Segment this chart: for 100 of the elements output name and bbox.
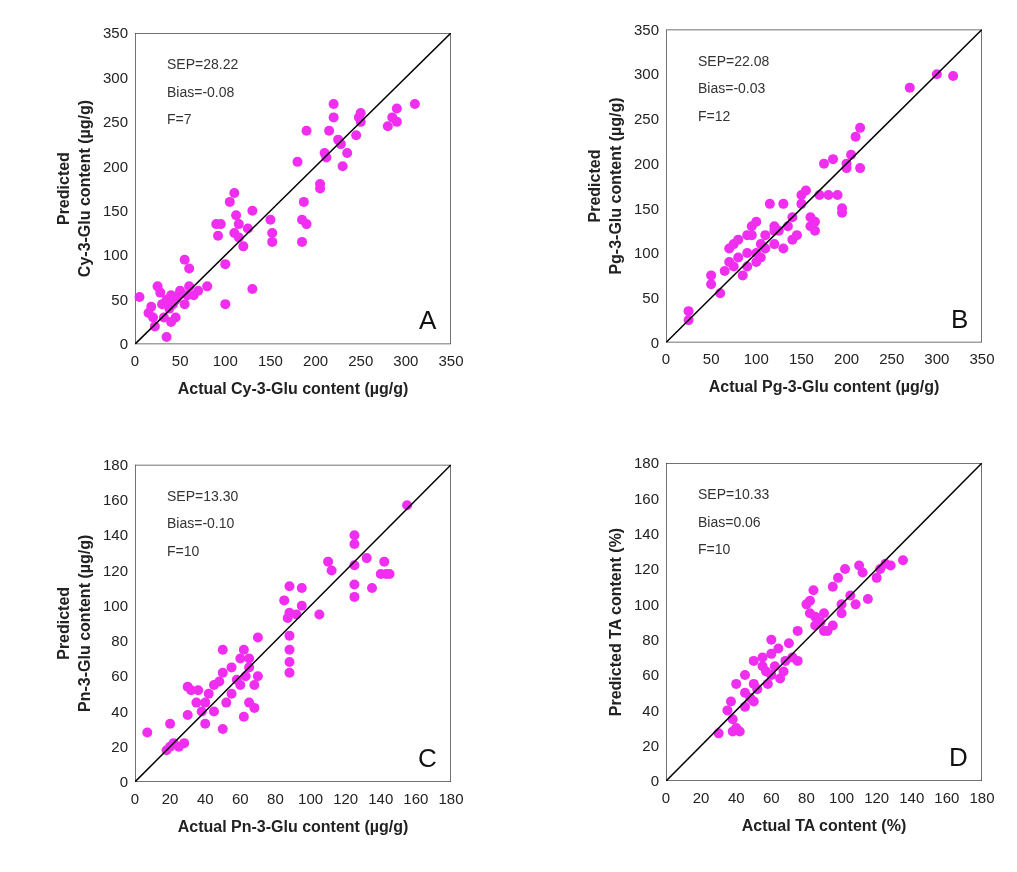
x-axis-title: Actual Cy-3-Glu content (µg/g) — [177, 379, 409, 397]
x-tick-label: 100 — [298, 789, 324, 807]
y-tick-label: 300 — [633, 65, 659, 83]
y-tick-label: 120 — [633, 560, 659, 578]
point — [766, 648, 777, 659]
x-tick-label: 40 — [196, 789, 214, 807]
annotation: F=12 — [698, 108, 731, 124]
point — [855, 163, 866, 174]
x-tick-label: 50 — [171, 352, 189, 370]
y-tick-label: 250 — [633, 110, 659, 128]
point — [778, 666, 789, 677]
y-tick-label: 120 — [102, 561, 128, 579]
point — [706, 279, 717, 290]
y-tick-label: 350 — [102, 24, 128, 42]
y-tick-label: 60 — [642, 666, 659, 684]
point — [742, 248, 753, 259]
point — [808, 585, 819, 596]
y-tick-label: 50 — [111, 290, 128, 308]
y-tick-label: 300 — [102, 68, 128, 86]
y-tick-label: 0 — [650, 333, 659, 351]
point — [854, 560, 865, 571]
point — [862, 594, 873, 605]
annotation: SEP=22.08 — [698, 53, 770, 69]
annotation: F=10 — [167, 543, 200, 559]
point — [836, 608, 847, 619]
annotation: B — [951, 304, 969, 334]
x-tick-label: 40 — [727, 789, 745, 807]
y-axis-title: Predicted TA content (%) — [606, 527, 624, 717]
annotation: D — [949, 742, 968, 772]
point — [850, 599, 861, 610]
y-tick-label: 180 — [633, 454, 659, 472]
x-tick-label: 180 — [969, 789, 995, 807]
x-axis-title: Actual Pg-3-Glu content (µg/g) — [708, 378, 940, 396]
x-tick-label: 350 — [438, 352, 464, 370]
point — [819, 158, 829, 169]
point — [823, 189, 834, 200]
x-tick-label: 120 — [333, 789, 359, 807]
point — [766, 634, 777, 645]
point — [748, 655, 759, 666]
point — [775, 673, 786, 684]
point — [719, 265, 730, 276]
y-tick-label: 80 — [642, 630, 659, 648]
point — [783, 638, 794, 649]
x-tick-label: 200 — [303, 352, 329, 370]
y-axis-title: Predicted Cy-3-Glu content (µg/g) — [55, 99, 93, 278]
point — [871, 572, 882, 583]
annotation: SEP=10.33 — [698, 486, 770, 502]
point — [827, 581, 838, 592]
y-tick-label: 140 — [102, 526, 128, 544]
x-tick-label: 120 — [864, 789, 890, 807]
x-tick-label: 50 — [702, 350, 720, 368]
point — [885, 560, 896, 571]
point — [728, 261, 739, 272]
point — [832, 189, 843, 200]
x-tick-label: 250 — [879, 350, 905, 368]
point — [764, 198, 775, 209]
x-axis-title: Actual TA content (%) — [741, 816, 907, 834]
x-tick-label: 80 — [798, 789, 815, 807]
x-tick-label: 150 — [788, 350, 814, 368]
x-tick-label: 250 — [348, 352, 374, 370]
point — [737, 270, 748, 281]
y-tick-label: 40 — [642, 701, 659, 719]
point — [733, 234, 744, 245]
point — [857, 567, 868, 578]
point — [792, 655, 803, 666]
point — [819, 608, 829, 619]
x-tick-label: 100 — [829, 789, 855, 807]
annotation: SEP=13.30 — [167, 488, 239, 504]
point — [948, 71, 959, 82]
point — [855, 122, 866, 133]
point — [760, 230, 771, 241]
y-axis-title: Predicted Pn-3-Glu content (µg/g) — [55, 534, 93, 712]
annotation: F=10 — [698, 541, 731, 557]
point — [706, 270, 717, 281]
x-tick-label: 0 — [661, 789, 671, 807]
x-tick-label: 0 — [661, 350, 671, 368]
x-tick-label: 140 — [368, 789, 394, 807]
x-tick-label: 160 — [934, 789, 960, 807]
y-tick-label: 140 — [633, 524, 659, 542]
x-tick-label: 180 — [438, 789, 464, 807]
point — [725, 696, 736, 707]
point — [827, 620, 838, 631]
point — [804, 595, 815, 606]
point — [778, 243, 789, 254]
point — [898, 555, 908, 566]
x-tick-label: 160 — [403, 789, 429, 807]
point — [791, 230, 802, 241]
x-tick-label: 200 — [834, 350, 860, 368]
annotation: Bias=-0.03 — [698, 80, 766, 96]
point — [722, 705, 733, 716]
x-tick-label: 80 — [267, 789, 284, 807]
point — [769, 239, 780, 250]
y-tick-label: 100 — [633, 595, 659, 613]
x-tick-label: 350 — [969, 350, 995, 368]
x-tick-label: 60 — [231, 789, 249, 807]
y-tick-label: 200 — [633, 154, 659, 172]
y-tick-label: 200 — [102, 157, 128, 175]
y-tick-label: 180 — [102, 455, 128, 473]
x-tick-label: 60 — [762, 789, 780, 807]
y-axis-title: Predicted Pg-3-Glu content (µg/g) — [586, 97, 624, 275]
